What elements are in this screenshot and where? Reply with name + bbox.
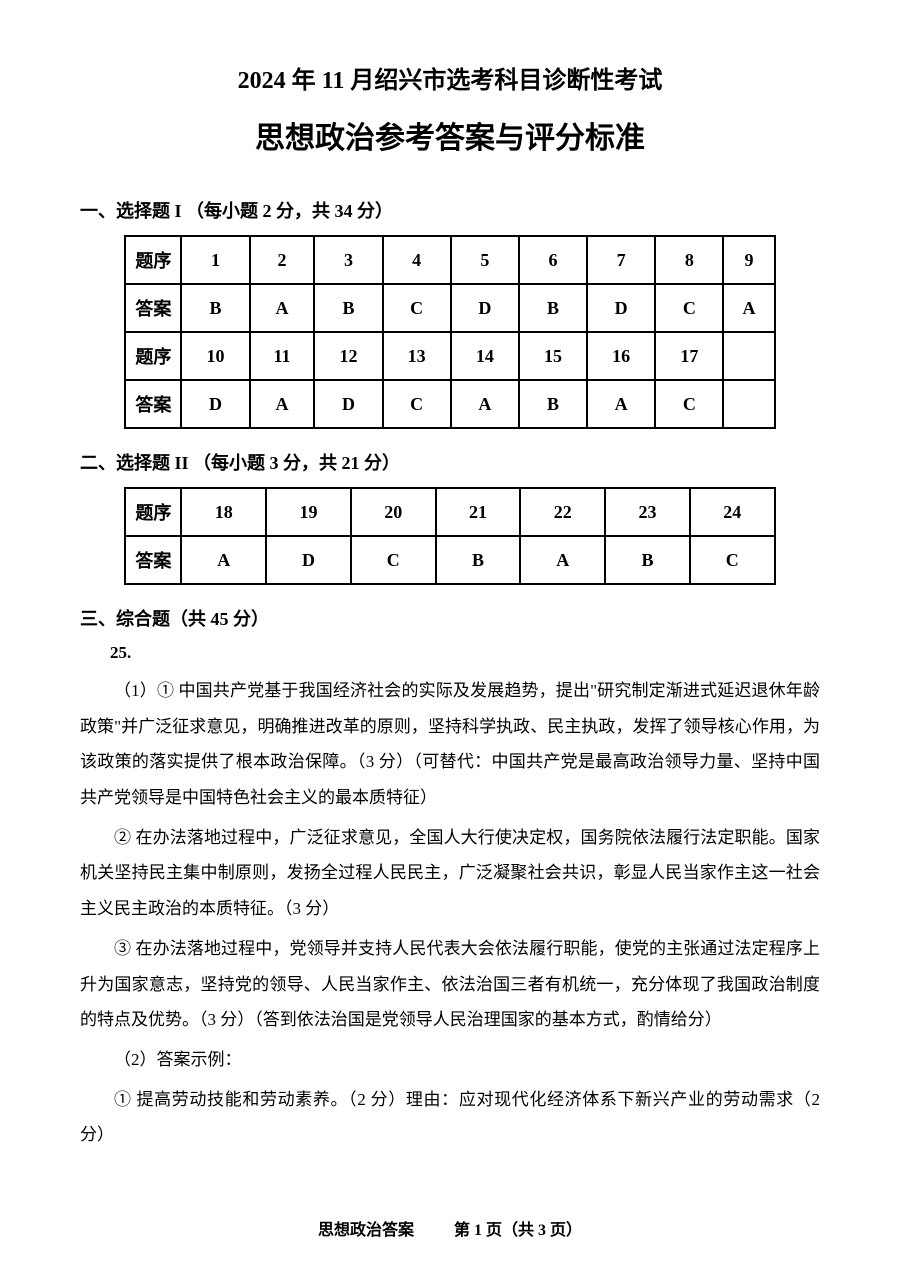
cell: A (451, 380, 519, 428)
cell: 22 (520, 488, 605, 536)
cell: C (383, 380, 451, 428)
row-label: 答案 (125, 536, 181, 584)
table-row: 题序 10 11 12 13 14 15 16 17 (125, 332, 774, 380)
cell: A (587, 380, 655, 428)
table-row: 答案 B A B C D B D C A (125, 284, 774, 332)
cell: C (655, 284, 723, 332)
row-label: 题序 (125, 488, 181, 536)
question-number: 25. (110, 643, 820, 663)
page-footer: 思想政治答案 第 1 页（共 3 页） (0, 1216, 900, 1240)
cell: 5 (451, 236, 519, 284)
paragraph: ② 在办法落地过程中，广泛征求意见，全国人大行使决定权，国务院依法履行法定职能。… (80, 820, 820, 927)
cell: B (181, 284, 249, 332)
cell: 14 (451, 332, 519, 380)
footer-page: 第 1 页（共 3 页） (454, 1222, 582, 1239)
cell (723, 380, 774, 428)
paragraph: （2）答案示例： (80, 1042, 820, 1078)
row-label: 题序 (125, 236, 181, 284)
cell: 13 (383, 332, 451, 380)
cell: D (451, 284, 519, 332)
table-row: 答案 A D C B A B C (125, 536, 774, 584)
cell: C (383, 284, 451, 332)
table-row: 题序 18 19 20 21 22 23 24 (125, 488, 774, 536)
row-label: 答案 (125, 380, 181, 428)
cell: 1 (181, 236, 249, 284)
cell: A (520, 536, 605, 584)
section2-heading: 二、选择题 II （每小题 3 分，共 21 分） (80, 449, 820, 475)
cell: 11 (250, 332, 315, 380)
cell: 19 (266, 488, 351, 536)
cell: 21 (436, 488, 521, 536)
exam-title-line2: 思想政治参考答案与评分标准 (80, 113, 820, 157)
exam-title-line1: 2024 年 11 月绍兴市选考科目诊断性考试 (80, 60, 820, 95)
cell: 10 (181, 332, 249, 380)
cell: D (314, 380, 382, 428)
cell: 23 (605, 488, 690, 536)
cell: 6 (519, 236, 587, 284)
cell: B (436, 536, 521, 584)
cell: B (605, 536, 690, 584)
cell: 7 (587, 236, 655, 284)
cell: C (351, 536, 436, 584)
cell: 18 (181, 488, 266, 536)
cell: 8 (655, 236, 723, 284)
answer-table-1: 题序 1 2 3 4 5 6 7 8 9 答案 B A B C D B D C … (124, 235, 775, 429)
cell: 4 (383, 236, 451, 284)
table-row: 题序 1 2 3 4 5 6 7 8 9 (125, 236, 774, 284)
cell: 2 (250, 236, 315, 284)
answer-body: （1）① 中国共产党基于我国经济社会的实际及发展趋势，提出"研究制定渐进式延迟退… (80, 673, 820, 1153)
cell: D (266, 536, 351, 584)
cell: 16 (587, 332, 655, 380)
cell: 24 (690, 488, 775, 536)
paragraph: ③ 在办法落地过程中，党领导并支持人民代表大会依法履行职能，使党的主张通过法定程… (80, 931, 820, 1038)
cell: 17 (655, 332, 723, 380)
section3-heading: 三、综合题（共 45 分） (80, 605, 820, 631)
cell (723, 332, 774, 380)
answer-table-2: 题序 18 19 20 21 22 23 24 答案 A D C B A B C (124, 487, 775, 585)
cell: 12 (314, 332, 382, 380)
footer-subject: 思想政治答案 (318, 1222, 414, 1239)
section1-heading: 一、选择题 I （每小题 2 分，共 34 分） (80, 197, 820, 223)
row-label: 题序 (125, 332, 181, 380)
cell: 9 (723, 236, 774, 284)
cell: 3 (314, 236, 382, 284)
paragraph: （1）① 中国共产党基于我国经济社会的实际及发展趋势，提出"研究制定渐进式延迟退… (80, 673, 820, 816)
cell: A (723, 284, 774, 332)
row-label: 答案 (125, 284, 181, 332)
cell: 15 (519, 332, 587, 380)
paragraph: ① 提高劳动技能和劳动素养。（2 分）理由：应对现代化经济体系下新兴产业的劳动需… (80, 1082, 820, 1153)
cell: B (519, 380, 587, 428)
cell: C (690, 536, 775, 584)
cell: 20 (351, 488, 436, 536)
cell: C (655, 380, 723, 428)
cell: A (250, 380, 315, 428)
table-row: 答案 D A D C A B A C (125, 380, 774, 428)
cell: A (250, 284, 315, 332)
cell: A (181, 536, 266, 584)
cell: D (181, 380, 249, 428)
cell: D (587, 284, 655, 332)
cell: B (314, 284, 382, 332)
cell: B (519, 284, 587, 332)
